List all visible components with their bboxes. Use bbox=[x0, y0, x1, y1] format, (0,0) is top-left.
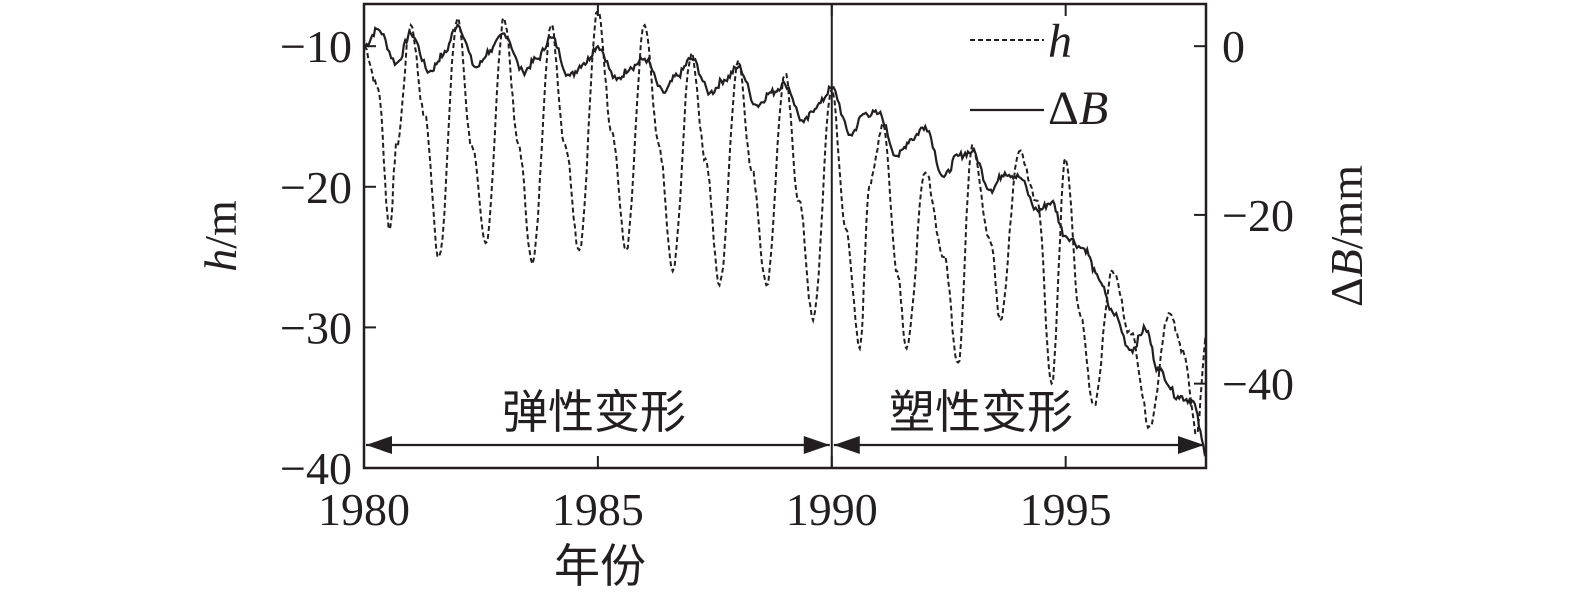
series-delta-b-line bbox=[364, 23, 1206, 457]
arrow-head bbox=[366, 436, 392, 454]
x-tick-label: 1995 bbox=[1020, 484, 1112, 535]
x-axis-title: 年份 bbox=[554, 541, 646, 592]
y-right-axis-ticks: 0 −20 −40 bbox=[1194, 21, 1294, 410]
annotation-plastic: 塑性变形 bbox=[889, 385, 1073, 439]
y-left-tick-label: −40 bbox=[280, 443, 352, 494]
x-axis-ticks: 1980 1985 1990 1995 bbox=[318, 4, 1112, 535]
series-h-line bbox=[364, 9, 1206, 436]
plot-frame bbox=[362, 2, 1208, 470]
arrow-heads bbox=[366, 436, 1204, 454]
y-left-tick-label: −10 bbox=[280, 21, 352, 72]
y-right-tick-label: −20 bbox=[1222, 190, 1294, 241]
legend: h ΔB bbox=[970, 15, 1108, 135]
phase-annotations: 弹性变形 塑性变形 bbox=[366, 385, 1204, 454]
y-right-tick-label: 0 bbox=[1222, 21, 1245, 72]
y-right-tick-label: −40 bbox=[1222, 359, 1294, 410]
arrow-head bbox=[1178, 436, 1204, 454]
legend-h-label: h bbox=[1048, 15, 1072, 68]
annotation-elastic: 弹性变形 bbox=[502, 385, 686, 439]
y-left-tick-label: −20 bbox=[280, 162, 352, 213]
x-tick-label: 1985 bbox=[552, 484, 644, 535]
y-left-axis-ticks: −10 −20 −30 −40 bbox=[280, 21, 376, 494]
arrow-head bbox=[803, 436, 830, 454]
y-left-tick-label: −30 bbox=[280, 302, 352, 353]
x-tick-label: 1980 bbox=[318, 484, 410, 535]
y-right-axis-title: ΔB/mm bbox=[1321, 165, 1372, 307]
y-left-axis-title: h/m bbox=[195, 200, 246, 272]
arrow-head bbox=[833, 436, 860, 454]
legend-delta-b-label: ΔB bbox=[1048, 82, 1108, 135]
x-tick-label: 1990 bbox=[786, 484, 878, 535]
